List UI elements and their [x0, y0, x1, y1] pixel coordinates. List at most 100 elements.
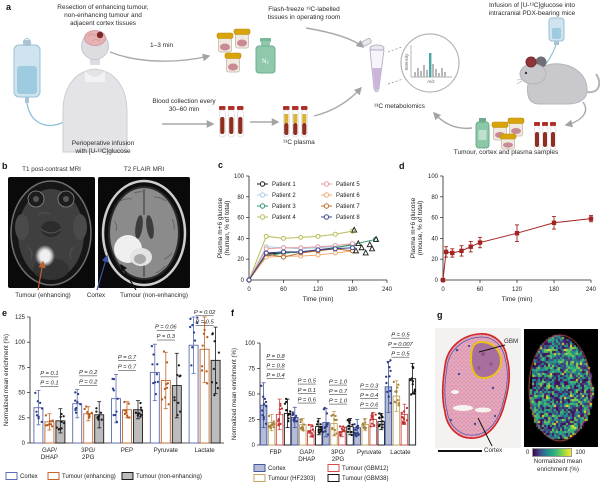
- svg-text:P = 0.6: P = 0.6: [298, 397, 317, 403]
- svg-text:Lactate: Lactate: [390, 449, 411, 456]
- svg-text:Plasma m+6 glucose: Plasma m+6 glucose: [217, 197, 224, 258]
- svg-text:P = 0.4: P = 0.4: [266, 373, 284, 379]
- colorbar: 0 100: [526, 448, 585, 457]
- panel-e-label: e: [2, 308, 8, 318]
- samples-label: Tumour, cortex and plasma samples: [453, 149, 559, 156]
- blood-tubes-icon: [219, 106, 244, 138]
- svg-text:P = 0.5: P = 0.5: [298, 378, 317, 384]
- svg-text:75: 75: [18, 365, 25, 371]
- non-enhancing-annotation: Tumour (non-enhancing): [120, 292, 188, 299]
- svg-text:P = 1.0: P = 1.0: [329, 379, 348, 385]
- svg-text:60: 60: [280, 287, 287, 293]
- svg-text:GAP/: GAP/: [299, 449, 314, 456]
- svg-text:Patient 3: Patient 3: [272, 204, 296, 210]
- t1-mri-image: [8, 177, 95, 288]
- svg-text:Patient 8: Patient 8: [336, 215, 360, 221]
- t2-flair-mri-image: [98, 177, 190, 288]
- svg-text:120: 120: [512, 287, 523, 293]
- panel-g-label: g: [437, 310, 443, 320]
- svg-text:Normalized mean enrichment (%): Normalized mean enrichment (%): [231, 348, 238, 440]
- flash-freeze-label: Flash-freeze ¹³C-labelled tissues in ope…: [267, 6, 341, 22]
- svg-text:0: 0: [252, 443, 256, 449]
- svg-text:60: 60: [237, 216, 244, 222]
- e-chart-svg: 0 25 50 75 100 125 Normalized mean enrichment …: [3, 310, 224, 480]
- perioperative-label: Perioperative infusion with [U-¹³C]gluco…: [71, 140, 135, 156]
- svg-text:125: 125: [15, 315, 26, 321]
- svg-text:Patient 1: Patient 1: [272, 182, 296, 188]
- svg-text:25: 25: [248, 418, 255, 424]
- specimen-jars-icon: [216, 28, 251, 73]
- svg-text:100: 100: [234, 174, 245, 180]
- svg-text:P = 0.3: P = 0.3: [360, 383, 379, 389]
- svg-text:20: 20: [431, 257, 438, 263]
- colorbar-max-label: 100: [575, 449, 586, 456]
- svg-text:Patient 4: Patient 4: [272, 215, 296, 221]
- highlight-peak-icon: [429, 53, 432, 77]
- cortex-annotation-g: Cortex: [484, 447, 503, 454]
- svg-text:240: 240: [382, 287, 393, 293]
- panel-b-label: b: [2, 161, 8, 171]
- svg-text:P = 0.2: P = 0.2: [79, 380, 98, 386]
- svg-text:P = 0.5: P = 0.5: [391, 351, 410, 357]
- svg-text:80: 80: [237, 195, 244, 201]
- svg-text:50: 50: [18, 391, 25, 397]
- svg-text:2PG: 2PG: [332, 456, 345, 463]
- svg-text:Plasma m+6 glucose: Plasma m+6 glucose: [410, 197, 417, 258]
- iv-bag-icon: [13, 38, 74, 127]
- svg-text:P = 0.7: P = 0.7: [118, 355, 137, 361]
- svg-text:0: 0: [435, 278, 439, 284]
- svg-text:P = 0.1: P = 0.1: [40, 381, 58, 387]
- nitrogen-flask-icon: N₂: [255, 38, 276, 74]
- svg-text:3PG/: 3PG/: [331, 449, 345, 456]
- svg-text:3PG/: 3PG/: [81, 447, 95, 454]
- colorbar-caption: Normalized mean enrichment (%): [533, 458, 583, 473]
- colorbar-min-label: 0: [526, 449, 530, 456]
- svg-text:180: 180: [549, 287, 560, 293]
- arrow-cortex-icon: [96, 254, 109, 291]
- svg-text:0: 0: [441, 287, 445, 293]
- arrow-samples-to-metabolomics-icon: [433, 111, 473, 130]
- gbm-annotation: GBM: [504, 338, 519, 345]
- panel-a-illustration: N₂ Intensity m/z: [13, 17, 600, 153]
- svg-text:50: 50: [248, 392, 255, 398]
- svg-text:100: 100: [428, 174, 439, 180]
- svg-text:P = 0.7: P = 0.7: [118, 364, 137, 370]
- arrow-enhancing-icon: [37, 260, 46, 291]
- d-chart-svg: 0 60 120 180 240 0 20 40 60 80 100 Time (min) Plasma…: [410, 174, 597, 303]
- svg-text:P = 0.5: P = 0.5: [391, 332, 410, 338]
- svg-text:0: 0: [241, 278, 245, 284]
- sample-collection-icons: [475, 117, 557, 151]
- svg-text:DHAP: DHAP: [41, 454, 58, 461]
- mass-spectrum-inset: Intensity m/z: [387, 33, 460, 93]
- svg-text:Patient 2: Patient 2: [272, 193, 296, 199]
- t1-mri-title: T1 post-contrast MRI: [22, 166, 81, 173]
- workflow-arrows: [109, 27, 587, 130]
- tumour-spot-icon: [96, 31, 104, 39]
- panel-c-chart: 0 60 120 180 240 0 20 40 60 80 100 Time (min) Plasma…: [215, 158, 395, 305]
- panel-d-label: d: [399, 161, 405, 171]
- svg-text:Normalized mean enrichment (%): Normalized mean enrichment (%): [3, 334, 10, 426]
- c-chart-svg: 0 60 120 180 240 0 20 40 60 80 100 Time (min) Plasma…: [217, 174, 393, 303]
- c13-plasma-label: ¹³C plasma: [283, 139, 315, 146]
- svg-text:Time (min): Time (min): [303, 296, 334, 303]
- panel-g-annotation-lines: [477, 344, 506, 447]
- svg-text:2PG: 2PG: [82, 454, 95, 461]
- mouse-infusion-label: Infusion of [U-¹³C]glucose into intracra…: [488, 2, 576, 18]
- plasma-tubes-icon: [283, 106, 308, 138]
- svg-text:100: 100: [245, 341, 256, 347]
- svg-text:20: 20: [237, 257, 244, 263]
- svg-text:Patient 7: Patient 7: [336, 204, 360, 210]
- svg-text:P = 0.2: P = 0.2: [79, 370, 98, 376]
- svg-text:180: 180: [347, 287, 358, 293]
- arrow-plasma-to-tube-icon: [313, 86, 362, 117]
- non-enhancing-tumour-region: [134, 254, 146, 264]
- svg-text:40: 40: [237, 236, 244, 242]
- svg-text:GAP/: GAP/: [42, 447, 57, 454]
- patient-figure-icon: [62, 30, 128, 153]
- svg-text:P = 0.007: P = 0.007: [388, 342, 414, 348]
- svg-text:P = 0.7: P = 0.7: [329, 389, 348, 395]
- scale-bar: [438, 450, 482, 453]
- svg-text:Pyruvate: Pyruvate: [357, 449, 382, 456]
- svg-text:60: 60: [477, 287, 484, 293]
